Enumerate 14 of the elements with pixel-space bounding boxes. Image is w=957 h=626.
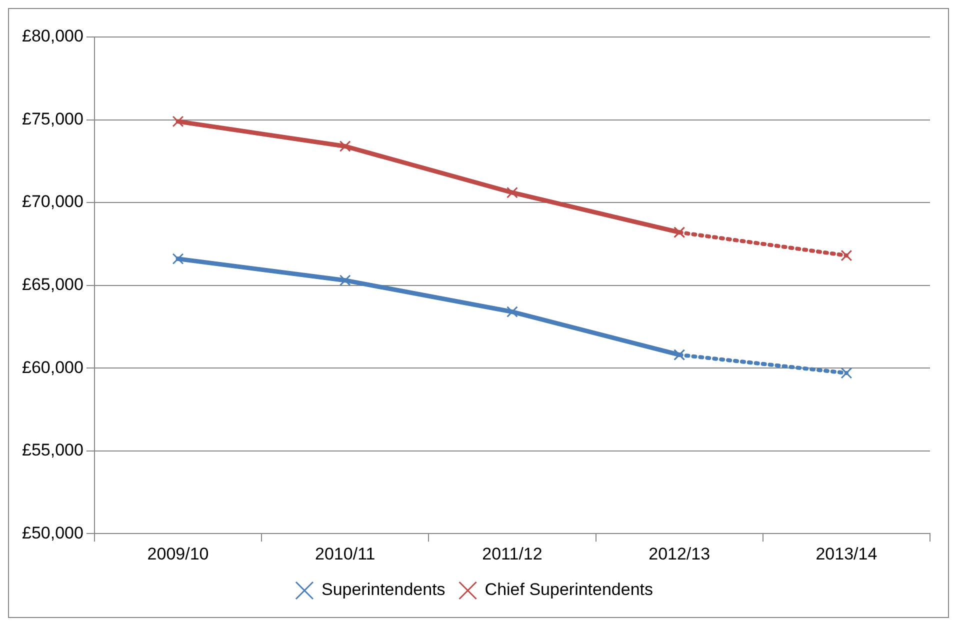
- y-tick-label: £75,000: [22, 109, 84, 128]
- y-tick-label: £70,000: [22, 192, 84, 212]
- x-tick-label: 2011/12: [482, 544, 542, 564]
- x-tick-label: 2010/11: [315, 544, 376, 564]
- y-tick-label: £80,000: [22, 26, 84, 46]
- x-tick-label: 2012/13: [648, 544, 710, 564]
- y-tick-label: £55,000: [22, 440, 84, 460]
- x-tick-label: 2013/14: [816, 544, 878, 564]
- y-tick-label: £60,000: [22, 358, 84, 377]
- y-tick-label: £65,000: [22, 274, 84, 294]
- y-tick-label: £50,000: [22, 523, 84, 542]
- x-tick-label: 2009/10: [147, 544, 209, 564]
- legend-label: Chief Superintendents: [484, 580, 654, 600]
- legend-label: Superintendents: [321, 580, 446, 600]
